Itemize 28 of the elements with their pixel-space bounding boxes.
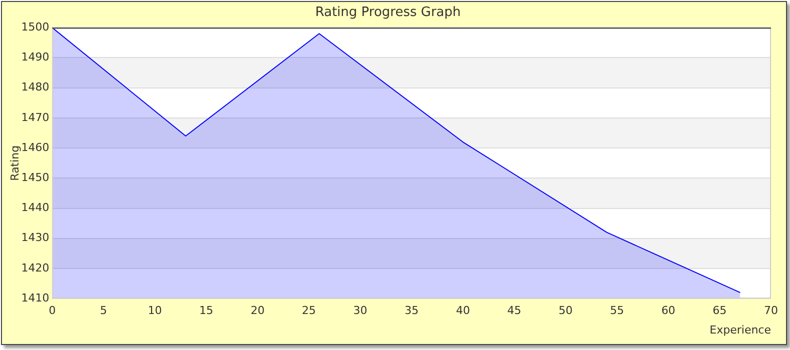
y-tick-label: 1460 — [21, 140, 50, 154]
chart-title: Rating Progress Graph — [315, 5, 461, 20]
x-tick-label: 0 — [48, 304, 56, 318]
y-tick-label: 1480 — [21, 80, 50, 94]
x-tick-label: 40 — [456, 304, 470, 318]
x-tick-label: 20 — [250, 304, 265, 318]
x-tick-label: 10 — [148, 304, 162, 318]
y-tick-label: 1450 — [21, 171, 50, 184]
x-tick-label: 30 — [353, 304, 368, 318]
x-tick-label: 65 — [712, 304, 727, 318]
y-tick-label: 1420 — [21, 261, 50, 274]
y-tick-label: 1430 — [21, 231, 50, 244]
x-tick-label: 55 — [610, 304, 624, 318]
x-tick-label: 60 — [661, 304, 676, 318]
y-tick-label: 1440 — [21, 201, 50, 214]
y-tick-label: 1470 — [21, 110, 50, 124]
x-tick-label: 15 — [199, 304, 214, 318]
x-tick-label: 50 — [558, 304, 573, 318]
x-tick-label: 5 — [100, 304, 108, 318]
y-tick-label: 1490 — [21, 50, 50, 64]
x-tick-label: 45 — [507, 304, 522, 318]
y-tick-label: 1500 — [21, 20, 50, 34]
x-tick-label: 35 — [404, 304, 419, 318]
x-tick-label: 70 — [764, 304, 778, 318]
y-axis-title: Rating — [8, 145, 22, 181]
x-axis-title: Experience — [710, 323, 772, 336]
y-tick-label: 1410 — [21, 291, 50, 304]
x-tick-label: 25 — [302, 304, 316, 318]
